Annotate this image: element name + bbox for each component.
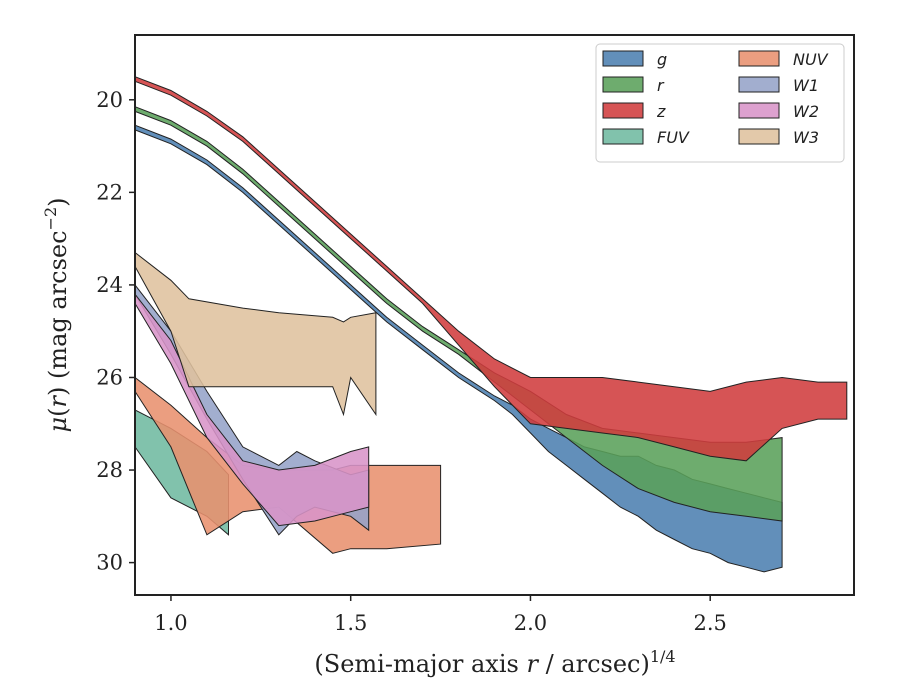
legend-label-w2: W2 xyxy=(793,102,819,121)
y-tick-label: 20 xyxy=(96,88,123,112)
legend-label-nuv: NUV xyxy=(793,50,829,69)
legend-swatch-w3 xyxy=(738,128,780,145)
x-axis-ticks: 1.0 1.5 2.0 2.5 xyxy=(154,595,727,635)
legend-label-g: g xyxy=(657,50,667,69)
legend-swatch-fuv xyxy=(602,128,644,145)
plot-frame xyxy=(134,34,855,596)
band-r xyxy=(134,105,783,522)
legend-label-fuv: FUV xyxy=(657,128,690,147)
legend-swatch-w2 xyxy=(738,102,780,119)
band-w3 xyxy=(134,251,377,417)
profile-bands xyxy=(134,75,848,573)
legend-box xyxy=(595,43,845,163)
y-tick-label: 30 xyxy=(96,551,123,575)
legend-swatch-nuv xyxy=(738,50,780,67)
legend-swatch-g xyxy=(602,50,644,67)
legend-swatch-r xyxy=(602,76,644,93)
legend-label-r: r xyxy=(657,76,665,95)
y-tick-label: 24 xyxy=(96,273,123,297)
legend: grz FUV NUV W1 W2 W3 xyxy=(595,43,845,163)
legend-label-w3: W3 xyxy=(793,128,819,147)
band-z xyxy=(134,75,848,462)
y-tick-label: 26 xyxy=(96,365,123,389)
y-axis-ticks: 20 22 24 26 28 30 xyxy=(96,88,135,575)
band-w2 xyxy=(134,292,370,527)
x-axis-label: (Semi-major axis r / arcsec)1/4 xyxy=(314,647,675,678)
y-axis-label: μ(r) (mag arcsec−2) xyxy=(41,197,72,432)
legend-swatch-w1 xyxy=(738,76,780,93)
x-tick-label: 2.0 xyxy=(514,611,547,635)
x-tick-label: 2.5 xyxy=(693,611,726,635)
y-tick-label: 28 xyxy=(96,458,123,482)
x-tick-label: 1.0 xyxy=(154,611,187,635)
legend-label-w1: W1 xyxy=(793,76,819,95)
x-tick-label: 1.5 xyxy=(334,611,367,635)
y-tick-label: 22 xyxy=(96,180,123,204)
legend-label-z: z xyxy=(656,102,666,121)
legend-swatch-z xyxy=(602,102,644,119)
